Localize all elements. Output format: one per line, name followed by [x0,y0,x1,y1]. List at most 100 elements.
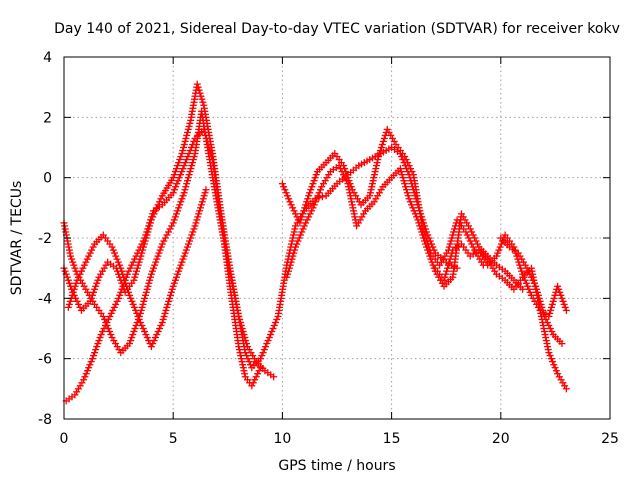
sat-a-point [147,270,155,278]
sat-g-point [497,240,505,248]
sat-e-point [374,153,382,161]
sat-d-point [116,261,124,269]
sat-f-point [397,168,405,176]
sat-a-point [243,352,251,360]
sat-a-point [190,153,198,161]
sat-c-point [103,318,111,326]
sat-c-point [132,252,140,260]
sat-f-point [411,210,419,218]
sat-a-point [267,331,275,339]
sat-c-point [129,258,137,266]
sat-i-point [524,267,532,275]
sat-a-point [141,294,149,302]
x-tick-label: 15 [383,431,401,447]
sat-f-point [290,249,298,257]
sat-f-point [428,258,436,266]
sat-a-point [129,331,137,339]
sat-f-point [519,285,527,293]
sat-f-point [424,246,432,254]
sat-c-point [101,321,109,329]
sat-g-point [546,309,554,317]
sat-i-point [543,318,551,326]
sat-c-point [110,303,118,311]
sat-g-point [522,279,530,287]
sat-e-point [379,137,387,145]
sat-c-point [248,382,256,390]
sat-f-point [305,213,313,221]
sat-b-point [183,128,191,136]
sat-d-point [153,331,161,339]
sat-d-point [138,321,146,329]
sat-f-point [416,222,424,230]
sat-a-point [183,180,191,188]
sat-i-point [548,328,556,336]
sat-g-point [448,249,456,257]
sat-d-point [187,234,195,242]
sat-g-point [444,264,452,272]
sat-b-point [195,86,203,94]
sat-c-point [87,358,95,366]
sat-d-point [157,321,165,329]
sat-c-point [148,213,156,221]
sat-a-point [143,285,151,293]
sat-c-point [107,309,115,317]
sat-d-point [180,252,188,260]
sat-c-point [257,364,265,372]
sat-b-point [196,89,204,97]
sat-g-point [548,300,556,308]
sat-e-point [447,237,455,245]
sat-c-point [205,144,213,151]
sat-c-point [186,147,194,155]
sat-a-point [178,195,186,203]
sat-a-point [157,243,165,251]
sat-e-point [308,183,316,191]
sat-f-point [296,231,304,239]
sat-e-point [370,174,378,182]
sat-c-point [206,147,214,155]
sat-f-point [420,234,428,242]
sat-b-point [184,125,192,133]
sat-c-point [109,306,117,314]
sat-c-point [89,352,97,360]
sat-d-point [175,267,183,275]
sat-d-point [112,252,120,260]
sat-h-point [545,349,553,357]
sat-e-point [302,201,310,209]
sat-f-point [474,240,482,248]
sat-a-point [161,234,169,242]
sat-d-point [160,312,168,320]
sat-c-point [106,312,114,320]
sat-f-point [337,165,345,173]
sat-a-point [169,219,177,227]
sat-g-point [496,243,504,251]
sat-a-point [158,240,166,248]
sat-f-point [287,258,295,266]
sat-d-point [132,306,140,314]
sat-i-point [526,270,534,278]
sat-b-point [92,282,100,290]
sat-d-point [159,315,167,323]
sat-d-point [70,285,78,293]
sat-d-point [89,243,97,251]
sat-e-point [368,180,376,188]
sat-d-point [127,294,135,302]
sat-f-point [418,228,426,236]
sat-i-point [536,297,544,305]
sat-e-point [370,171,378,179]
sat-h-point [562,385,570,393]
sat-a-point [106,328,114,336]
sat-d-point [182,246,190,254]
sat-g-point [526,288,534,296]
sat-g-point [443,267,451,275]
sat-c-point [88,355,96,363]
sat-c-point [170,186,178,194]
sat-b-point [182,134,190,142]
sat-c-point [139,237,147,245]
sat-i-point [558,340,566,348]
sat-f-point [409,204,417,212]
sat-c-point [142,231,150,239]
sat-b-point [134,261,142,269]
sat-f-point [471,234,479,242]
sat-g-point [442,270,450,278]
sat-i-point [527,273,535,281]
